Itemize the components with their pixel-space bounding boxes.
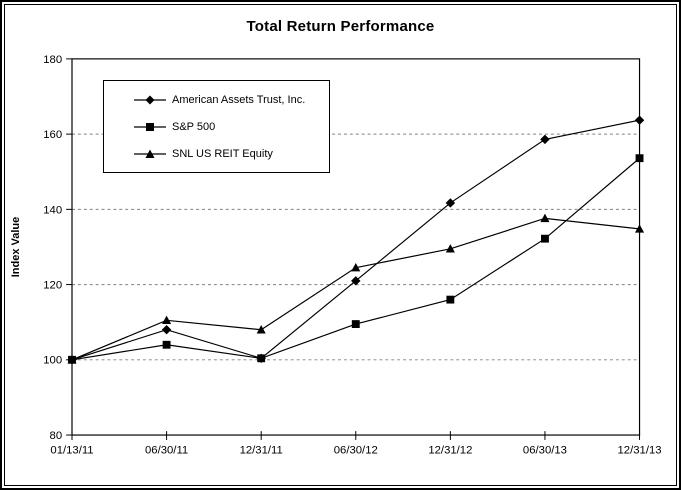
square-marker-icon bbox=[134, 122, 166, 131]
x-tick-label-1: 06/30/11 bbox=[145, 445, 188, 457]
legend-label: S&P 500 bbox=[172, 120, 216, 133]
series-2-point-0 bbox=[67, 355, 77, 364]
chart-title: Total Return Performance bbox=[246, 18, 435, 35]
legend: American Assets Trust, Inc. S&P 500 SNL … bbox=[103, 80, 330, 173]
legend-label: SNL US REIT Equity bbox=[172, 147, 273, 160]
y-tick-label-160: 160 bbox=[43, 129, 62, 141]
x-tick-label-0: 01/13/11 bbox=[50, 445, 93, 457]
series-2-point-1 bbox=[162, 315, 172, 325]
series-1-point-1 bbox=[162, 340, 171, 349]
diamond-marker-icon bbox=[134, 95, 166, 104]
series-line-1 bbox=[71, 157, 640, 361]
x-tick-label-6: 12/31/13 bbox=[618, 445, 662, 457]
series-0-point-1 bbox=[161, 325, 172, 335]
series-0-point-4 bbox=[445, 198, 456, 208]
x-tick-label-3: 06/30/12 bbox=[334, 445, 378, 457]
series-2-point-3 bbox=[351, 262, 361, 272]
y-tick-label-180: 180 bbox=[43, 54, 62, 66]
series-line-2 bbox=[71, 217, 640, 361]
legend-item-sp500: S&P 500 bbox=[134, 121, 329, 133]
series-2-point-6 bbox=[635, 224, 645, 233]
triangle-marker-icon bbox=[134, 149, 166, 158]
series-1-point-6 bbox=[635, 154, 644, 163]
figure-inner-frame: 180 160 140 120 100 80 01/13/11 06/30/11 12/31/1… bbox=[4, 4, 677, 486]
series-1-point-2 bbox=[257, 354, 266, 363]
y-tick-label-100: 100 bbox=[43, 355, 62, 367]
y-tick-label-140: 140 bbox=[43, 204, 62, 216]
x-tick-label-4: 12/31/12 bbox=[428, 445, 472, 457]
series-2-point-4 bbox=[445, 244, 455, 253]
series-0-point-6 bbox=[634, 115, 645, 125]
legend-item-american-assets-trust: American Assets Trust, Inc. bbox=[134, 94, 329, 106]
series-1-point-5 bbox=[541, 234, 549, 243]
y-tick-label-80: 80 bbox=[50, 430, 63, 442]
x-tick-label-2: 12/31/11 bbox=[240, 445, 283, 457]
x-tick-label-5: 06/30/13 bbox=[523, 445, 567, 457]
legend-item-snl-us-reit: SNL US REIT Equity bbox=[134, 148, 329, 160]
y-tick-label-120: 120 bbox=[43, 280, 62, 292]
y-axis-title: Index Value bbox=[10, 216, 22, 278]
series-2-point-2 bbox=[256, 325, 266, 334]
series-0-point-5 bbox=[540, 134, 550, 145]
plot-area: 180 160 140 120 100 80 01/13/11 06/30/11 12/31/1… bbox=[43, 54, 662, 457]
series-1-point-4 bbox=[446, 295, 455, 304]
legend-label: American Assets Trust, Inc. bbox=[172, 93, 306, 106]
series-1-point-3 bbox=[351, 320, 360, 328]
series-2-point-5 bbox=[540, 213, 550, 223]
